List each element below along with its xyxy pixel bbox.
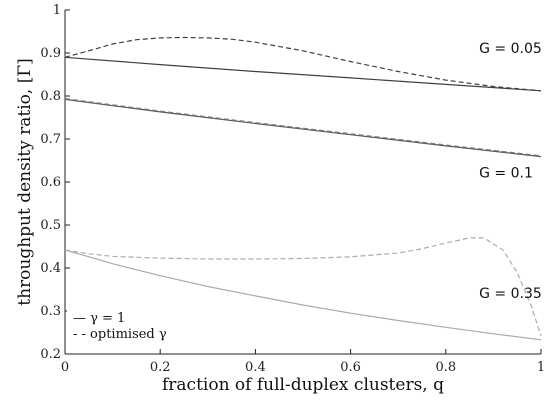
y-tick-label: 0.7 — [40, 132, 61, 147]
x-tick-label: 0 — [61, 360, 69, 375]
y-tick-label: 0.6 — [40, 175, 61, 190]
x-tick-label: 1 — [537, 360, 545, 375]
y-tick-label: 0.8 — [40, 89, 61, 104]
x-tick-label: 0.8 — [435, 360, 456, 375]
y-tick-label: 0.9 — [40, 46, 61, 61]
legend-entry: — γ = 1 — [73, 311, 125, 326]
annotation-label: G = 0.05 — [479, 41, 542, 57]
annotation-label: G = 0.35 — [479, 286, 542, 302]
legend: — γ = 1- - optimised γ — [67, 306, 171, 344]
y-tick-label: 0.2 — [40, 347, 61, 362]
x-axis-label: fraction of full-duplex clusters, q — [162, 375, 444, 395]
y-tick-label: 0.5 — [40, 218, 61, 233]
series-line — [65, 57, 541, 91]
series-line — [65, 38, 541, 91]
x-tick-label: 0.2 — [150, 360, 171, 375]
y-tick-label: 1 — [53, 3, 61, 18]
series-line — [65, 99, 541, 156]
x-tick-label: 0.4 — [245, 360, 266, 375]
x-tick-label: 0.6 — [340, 360, 361, 375]
plot-area — [65, 10, 541, 354]
annotations: G = 0.05 G = 0.1 G = 0.35 — [479, 41, 542, 302]
y-axis-label: throughput density ratio, [Γ] — [15, 58, 35, 306]
series-lines — [65, 38, 541, 340]
y-tick-label: 0.3 — [40, 304, 61, 319]
annotation-label: G = 0.1 — [479, 166, 533, 182]
legend-entry: - - optimised γ — [73, 327, 167, 342]
y-tick-label: 0.4 — [40, 261, 61, 276]
